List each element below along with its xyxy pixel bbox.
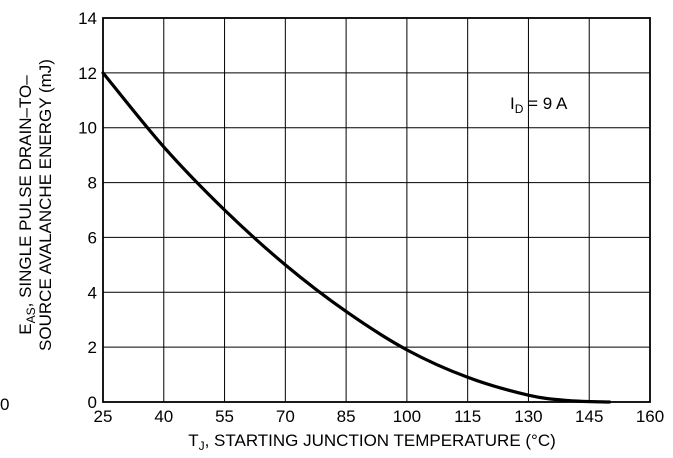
y-axis-title-line1-main: E xyxy=(16,323,35,334)
x-tick-label: 85 xyxy=(337,407,356,426)
y-tick-label: 8 xyxy=(88,174,97,193)
y-tick-label: 0 xyxy=(88,393,97,412)
x-axis-title-sub: J xyxy=(199,439,205,453)
x-tick-label: 145 xyxy=(575,407,603,426)
x-tick-label: 40 xyxy=(154,407,173,426)
energy-curve xyxy=(101,71,612,404)
grid xyxy=(102,17,651,403)
y-axis-title-line1-sub: AS xyxy=(24,307,38,323)
y-tick-label: 14 xyxy=(78,9,97,28)
x-tick-label: 130 xyxy=(514,407,542,426)
x-tick-label: 55 xyxy=(215,407,234,426)
current-annotation: ID = 9 A xyxy=(510,94,568,116)
stray-label: 0 xyxy=(0,395,9,414)
x-axis-title-rest: , STARTING JUNCTION TEMPERATURE (°C) xyxy=(205,431,556,450)
y-tick-label: 6 xyxy=(88,228,97,247)
x-tick-label: 100 xyxy=(393,407,421,426)
annotation-main: I xyxy=(510,94,515,113)
y-axis-title-line1: EAS, SINGLE PULSE DRAIN–TO– xyxy=(16,75,38,335)
x-tick-labels: 25 40 55 70 85 100 115 130 145 160 xyxy=(94,407,665,426)
annotation-sub: D xyxy=(515,102,524,116)
y-tick-label: 12 xyxy=(78,64,97,83)
x-axis-title: TJ, STARTING JUNCTION TEMPERATURE (°C) xyxy=(188,431,556,453)
plot-frame xyxy=(102,17,651,403)
x-axis-title-main: T xyxy=(188,431,198,450)
x-tick-label: 25 xyxy=(94,407,113,426)
y-axis-title-line1-rest: , SINGLE PULSE DRAIN–TO– xyxy=(16,75,35,308)
y-tick-label: 2 xyxy=(88,338,97,357)
y-tick-labels: 0 2 4 6 8 10 12 14 xyxy=(78,9,97,412)
x-tick-label: 115 xyxy=(454,407,481,426)
x-tick-label: 160 xyxy=(636,407,664,426)
y-tick-label: 10 xyxy=(78,119,97,138)
y-tick-label: 4 xyxy=(88,283,97,302)
x-tick-label: 70 xyxy=(276,407,295,426)
annotation-rest: = 9 A xyxy=(523,94,568,113)
y-axis-title-line2: SOURCE AVALANCHE ENERGY (mJ) xyxy=(36,59,55,351)
